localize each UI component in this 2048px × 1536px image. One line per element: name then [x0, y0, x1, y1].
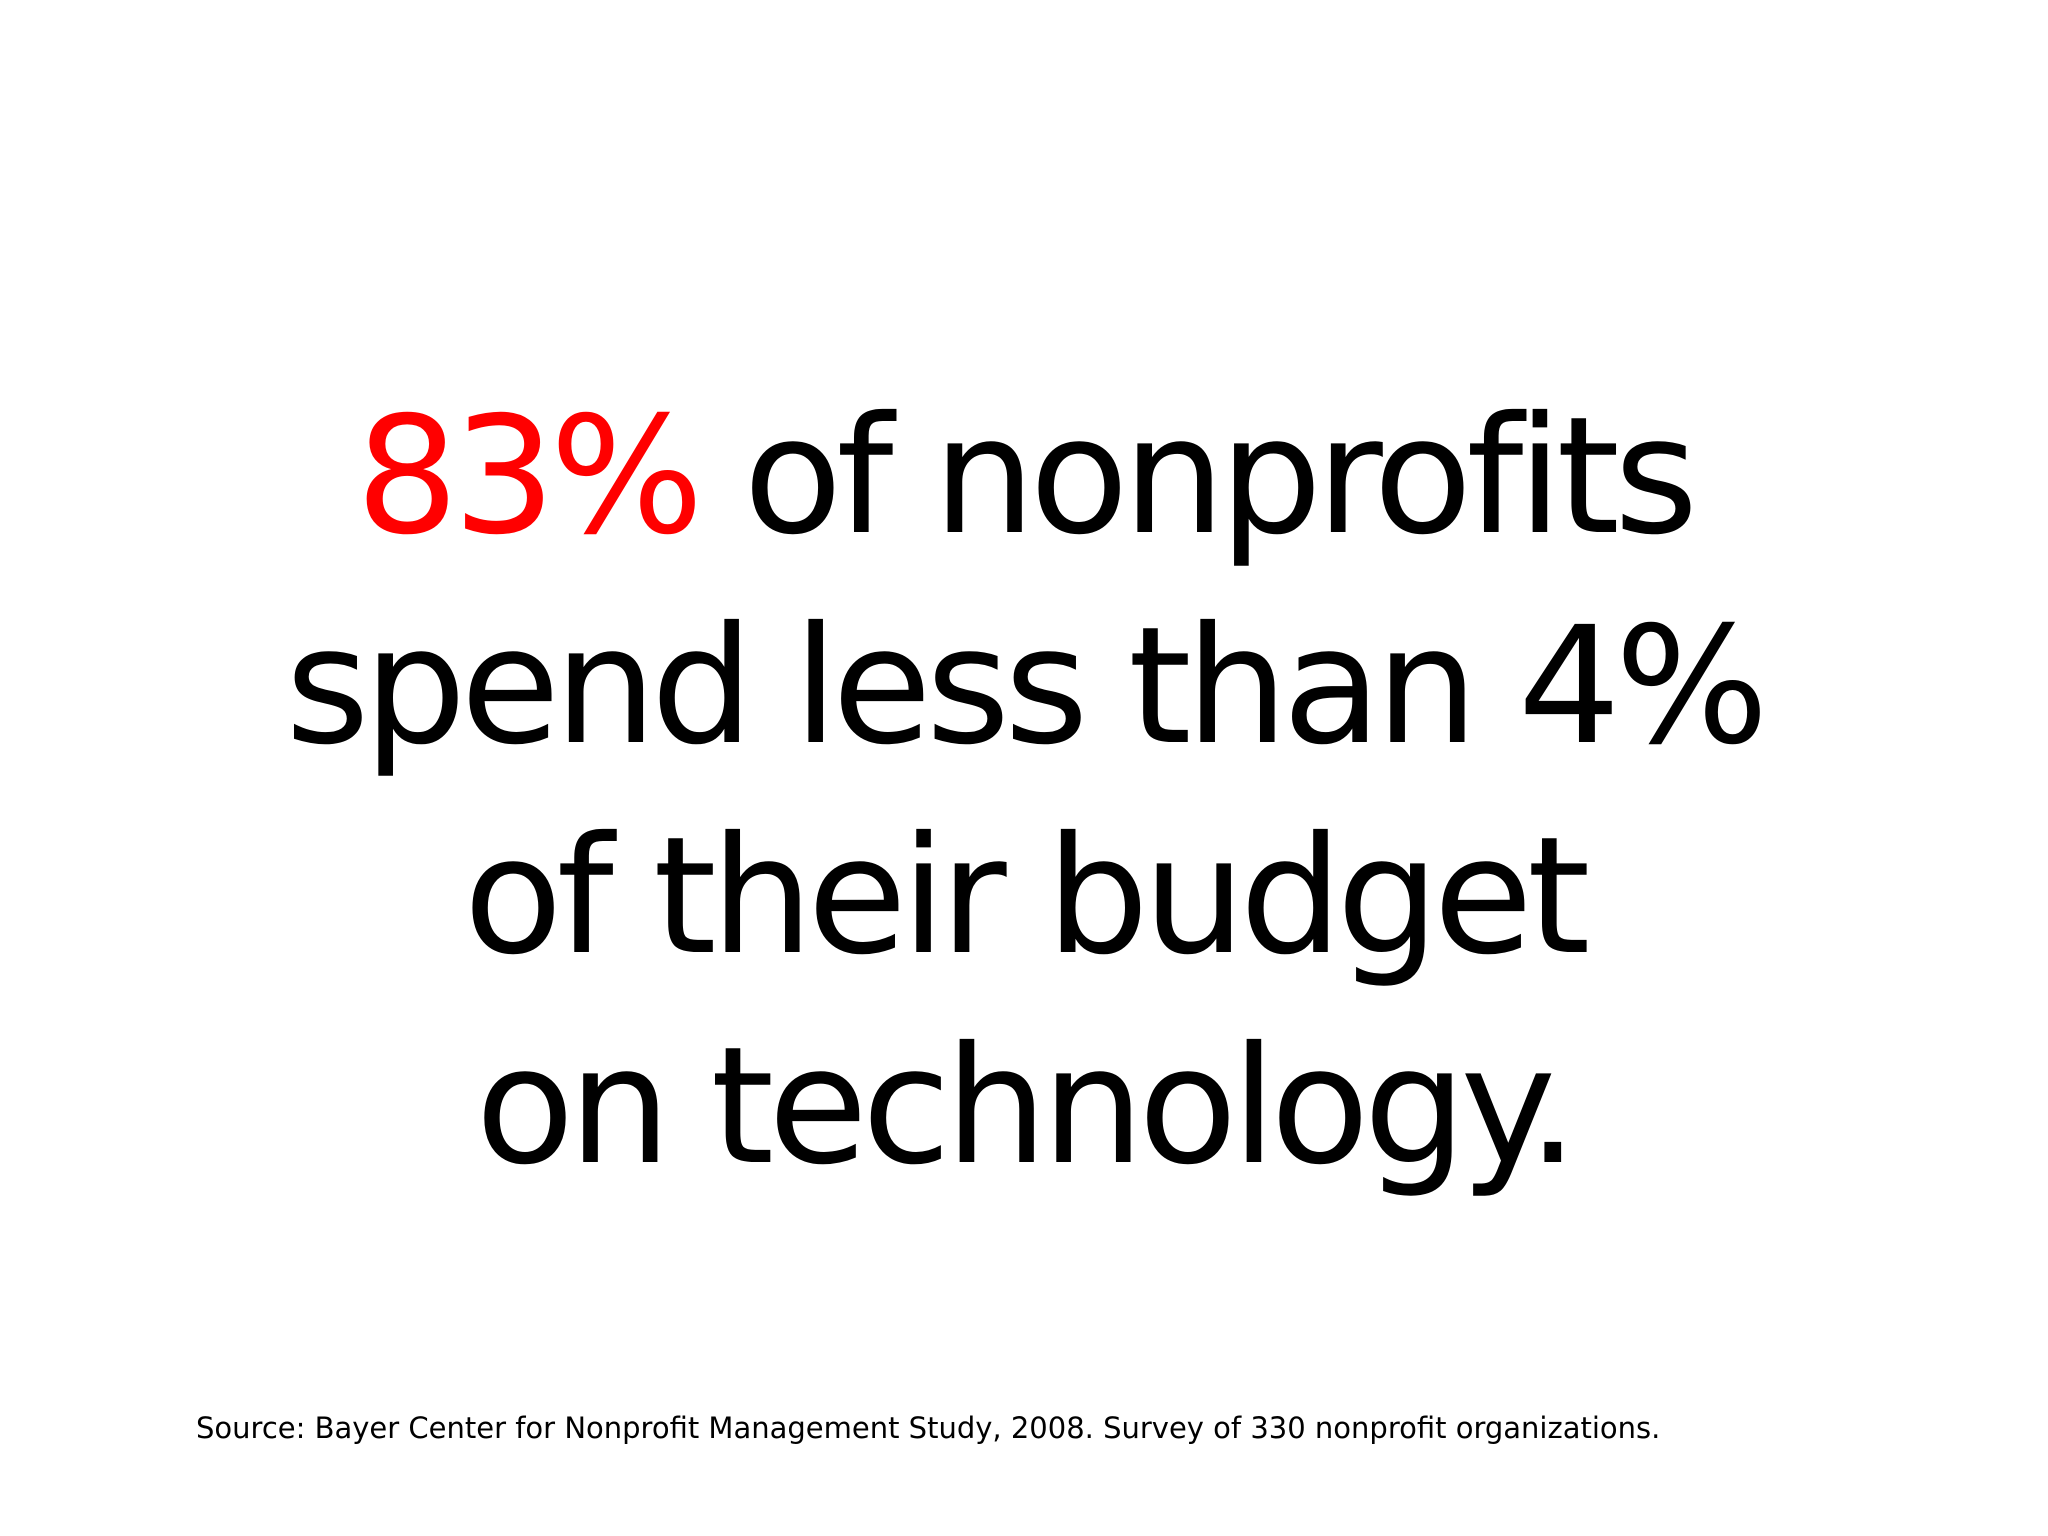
headline-highlight-stat: 83% [355, 383, 704, 571]
headline-line-2: spend less than 4% [285, 593, 1769, 781]
headline: 83% of nonprofits spend less than 4% of … [0, 372, 2048, 1212]
headline-line-4: on technology. [475, 1013, 1578, 1201]
source-citation: Source: Bayer Center for Nonprofit Manag… [196, 1411, 1661, 1445]
headline-line-1: 83% of nonprofits [0, 372, 2048, 582]
headline-line-1-text: of nonprofits [697, 383, 1698, 571]
headline-line-3: of their budget [463, 803, 1591, 991]
